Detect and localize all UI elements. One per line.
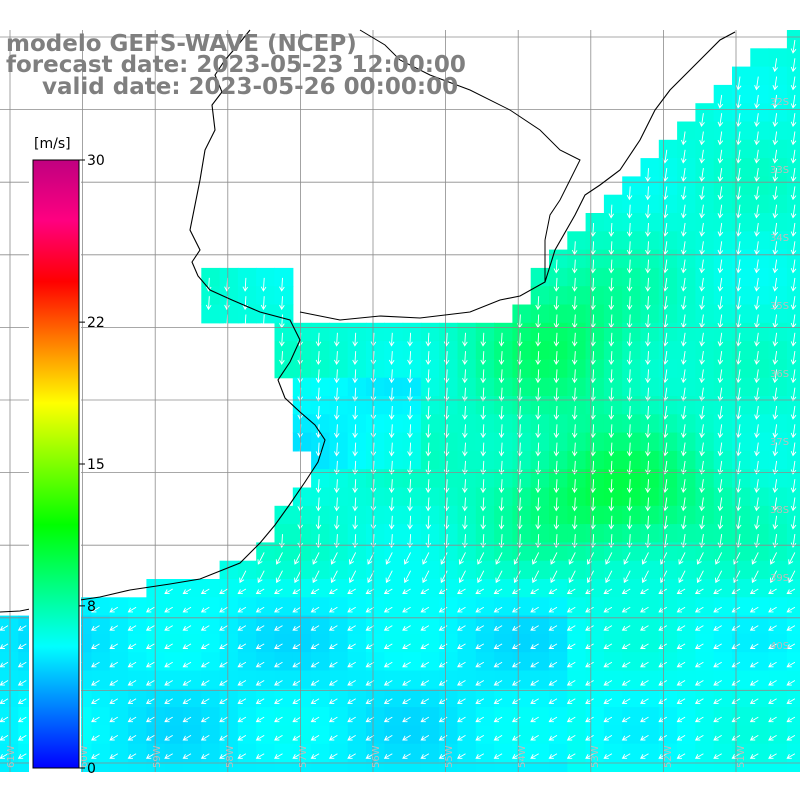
colorbar-tick-label: 15 <box>87 457 105 473</box>
lon-label: 58W <box>225 745 236 768</box>
lon-label: 51W <box>736 745 747 768</box>
lat-label: 34S <box>770 233 789 244</box>
colorbar-gradient <box>32 159 80 769</box>
forecast-date: forecast date: 2023-05-23 12:00:00 <box>6 52 466 78</box>
lat-label: 37S <box>770 437 789 448</box>
lon-label: 61W <box>6 745 17 768</box>
colorbar: [m/s] 30 22 15 8 0 <box>29 130 105 777</box>
lon-label: 56W <box>371 745 382 768</box>
lon-label: 59W <box>152 745 163 768</box>
lon-label: 57W <box>298 745 309 768</box>
colorbar-tick-label: 30 <box>87 153 105 169</box>
grid-labels: 32S 33S 34S 35S 36S 37S 38S 39S 40S 61W 60W 59W 58W 5… <box>6 97 789 768</box>
colorbar-ticks: 30 22 15 8 0 <box>79 153 105 777</box>
colorbar-tick-label: 8 <box>87 599 96 615</box>
map-title-model: modelo GEFS-WAVE (NCEP) <box>6 31 357 57</box>
colorbar-unit: [m/s] <box>34 136 71 152</box>
lat-lon-grid <box>0 30 800 772</box>
lon-label: 54W <box>517 745 528 768</box>
lat-label: 33S <box>770 165 789 176</box>
lat-label: 40S <box>770 641 789 652</box>
colorbar-tick-label: 0 <box>87 761 96 777</box>
lat-label: 39S <box>770 573 789 584</box>
wind-arrows <box>0 39 797 759</box>
lon-label: 52W <box>663 745 674 768</box>
lat-label: 38S <box>770 505 789 516</box>
lat-label: 36S <box>770 369 789 380</box>
lon-label: 53W <box>590 745 601 768</box>
colorbar-tick-label: 22 <box>87 315 105 331</box>
valid-date: valid date: 2023-05-26 00:00:00 <box>42 74 459 100</box>
lon-label: 55W <box>444 745 455 768</box>
coastline <box>0 29 736 613</box>
lon-label: 60W <box>79 745 90 768</box>
lat-label: 32S <box>770 97 789 108</box>
lat-label: 35S <box>770 301 789 312</box>
